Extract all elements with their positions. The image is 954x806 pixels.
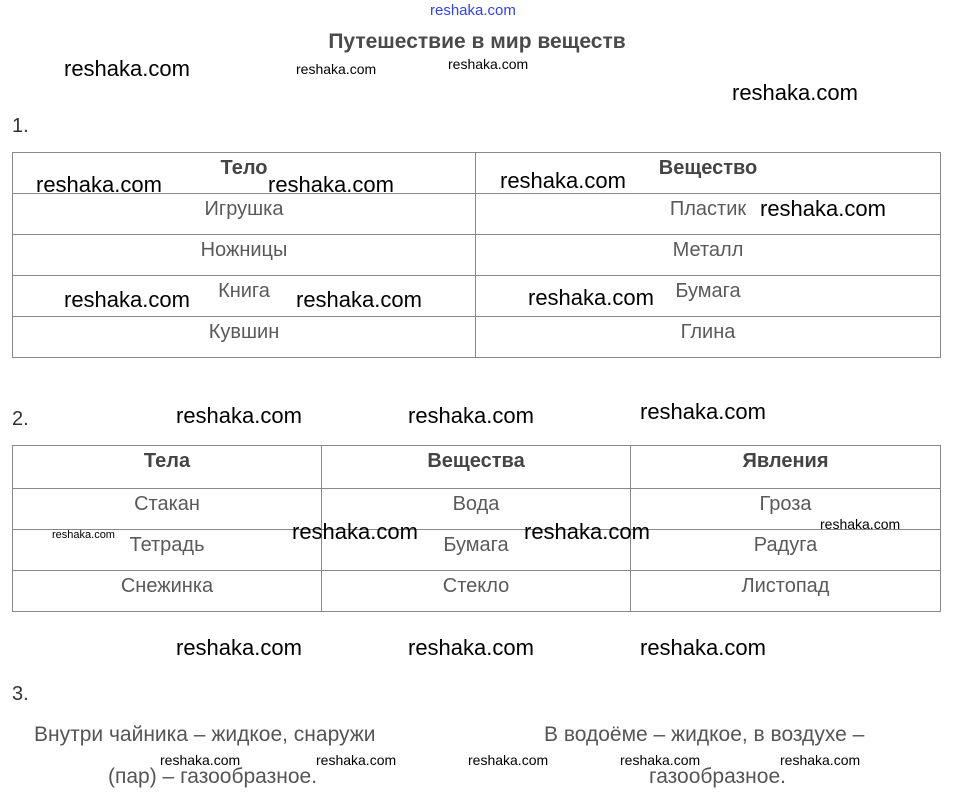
table-row: Стакан Вода Гроза (12, 488, 941, 530)
watermark: reshaka.com (268, 172, 394, 197)
table-row: Ножницы Металл (12, 234, 941, 276)
header-cell: Явления (630, 445, 941, 489)
task-2-table: Тела Вещества Явления Стакан Вода Гроза Те… (12, 445, 941, 612)
watermark: reshaka.com (500, 168, 626, 193)
header-cell: Тело (12, 152, 476, 194)
watermark: reshaka.com (296, 61, 377, 77)
table-header-row: Тела Вещества Явления (12, 445, 941, 489)
task-1-number: 1. (12, 115, 29, 137)
cell: Тетрадь (12, 529, 322, 571)
watermark: reshaka.com (468, 752, 549, 768)
cell: Листопад (630, 570, 941, 612)
cell: Бумага (321, 529, 631, 571)
watermark: reshaka.com (52, 529, 115, 541)
cell: Книга (12, 275, 476, 317)
watermark-link[interactable]: reshaka.com (430, 2, 516, 19)
watermark: reshaka.com (64, 287, 190, 312)
watermark: reshaka.com (408, 635, 534, 660)
watermark: reshaka.com (760, 196, 886, 221)
cell: Ножницы (12, 234, 476, 276)
cell: Вода (321, 488, 631, 530)
watermark: reshaka.com (36, 172, 162, 197)
answer-left-line-2: (пар) – газообразное. (108, 765, 318, 788)
table-row: Книга Бумага (12, 275, 941, 317)
watermark: reshaka.com (176, 403, 302, 428)
cell: Пластик (475, 193, 941, 235)
watermark: reshaka.com (316, 752, 397, 768)
watermark: reshaka.com (296, 287, 422, 312)
watermark: reshaka.com (160, 752, 241, 768)
header-cell: Тела (12, 445, 322, 489)
watermark: reshaka.com (820, 516, 901, 532)
cell: Гроза (630, 488, 941, 530)
table-row: Тетрадь Бумага Радуга (12, 529, 941, 571)
header-cell: Вещества (321, 445, 631, 489)
watermark: reshaka.com (732, 80, 858, 105)
table-header-row: Тело Вещество (12, 152, 941, 194)
watermark: reshaka.com (448, 56, 529, 72)
watermark: reshaka.com (524, 519, 650, 544)
task-1-table: Тело Вещество Игрушка Пластик Ножницы Мета… (12, 152, 941, 358)
watermark: reshaka.com (64, 56, 190, 81)
cell: Кувшин (12, 316, 476, 358)
answer-right-line-1: В водоёме – жидкое, в воздухе – (544, 723, 865, 746)
watermark: reshaka.com (408, 403, 534, 428)
task-3-number: 3. (12, 683, 29, 705)
cell: Глина (475, 316, 941, 358)
page-title: Путешествие в мир веществ (328, 30, 626, 53)
cell: Радуга (630, 529, 941, 571)
header-cell: Вещество (475, 152, 941, 194)
watermark: reshaka.com (528, 285, 654, 310)
watermark: reshaka.com (780, 752, 861, 768)
cell: Бумага (475, 275, 941, 317)
watermark: reshaka.com (292, 519, 418, 544)
answer-right-line-2: газообразное. (649, 765, 786, 788)
table-row: Игрушка Пластик (12, 193, 941, 235)
table-row: Кувшин Глина (12, 316, 941, 358)
cell: Металл (475, 234, 941, 276)
table-row: Снежинка Стекло Листопад (12, 570, 941, 612)
answer-left-line-1: Внутри чайника – жидкое, снаружи (34, 723, 376, 746)
cell: Стакан (12, 488, 322, 530)
cell: Игрушка (12, 193, 476, 235)
watermark: reshaka.com (640, 635, 766, 660)
watermark: reshaka.com (176, 635, 302, 660)
watermark: reshaka.com (620, 752, 701, 768)
task-2-number: 2. (12, 408, 29, 430)
cell: Стекло (321, 570, 631, 612)
cell: Снежинка (12, 570, 322, 612)
watermark: reshaka.com (640, 399, 766, 424)
